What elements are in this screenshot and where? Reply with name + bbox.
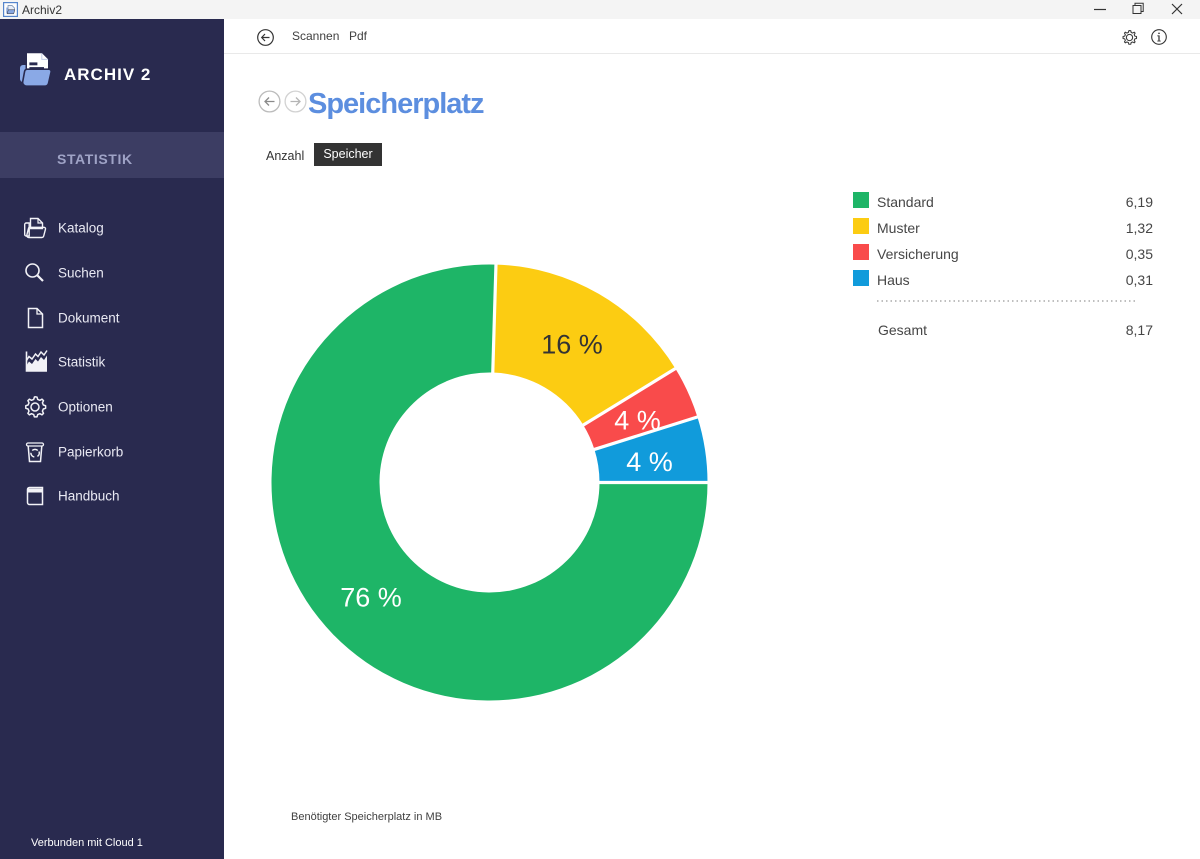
- svg-text:4 %: 4 %: [614, 405, 661, 435]
- svg-text:16 %: 16 %: [541, 330, 603, 360]
- svg-text:4 %: 4 %: [626, 447, 673, 477]
- svg-text:76 %: 76 %: [340, 583, 402, 613]
